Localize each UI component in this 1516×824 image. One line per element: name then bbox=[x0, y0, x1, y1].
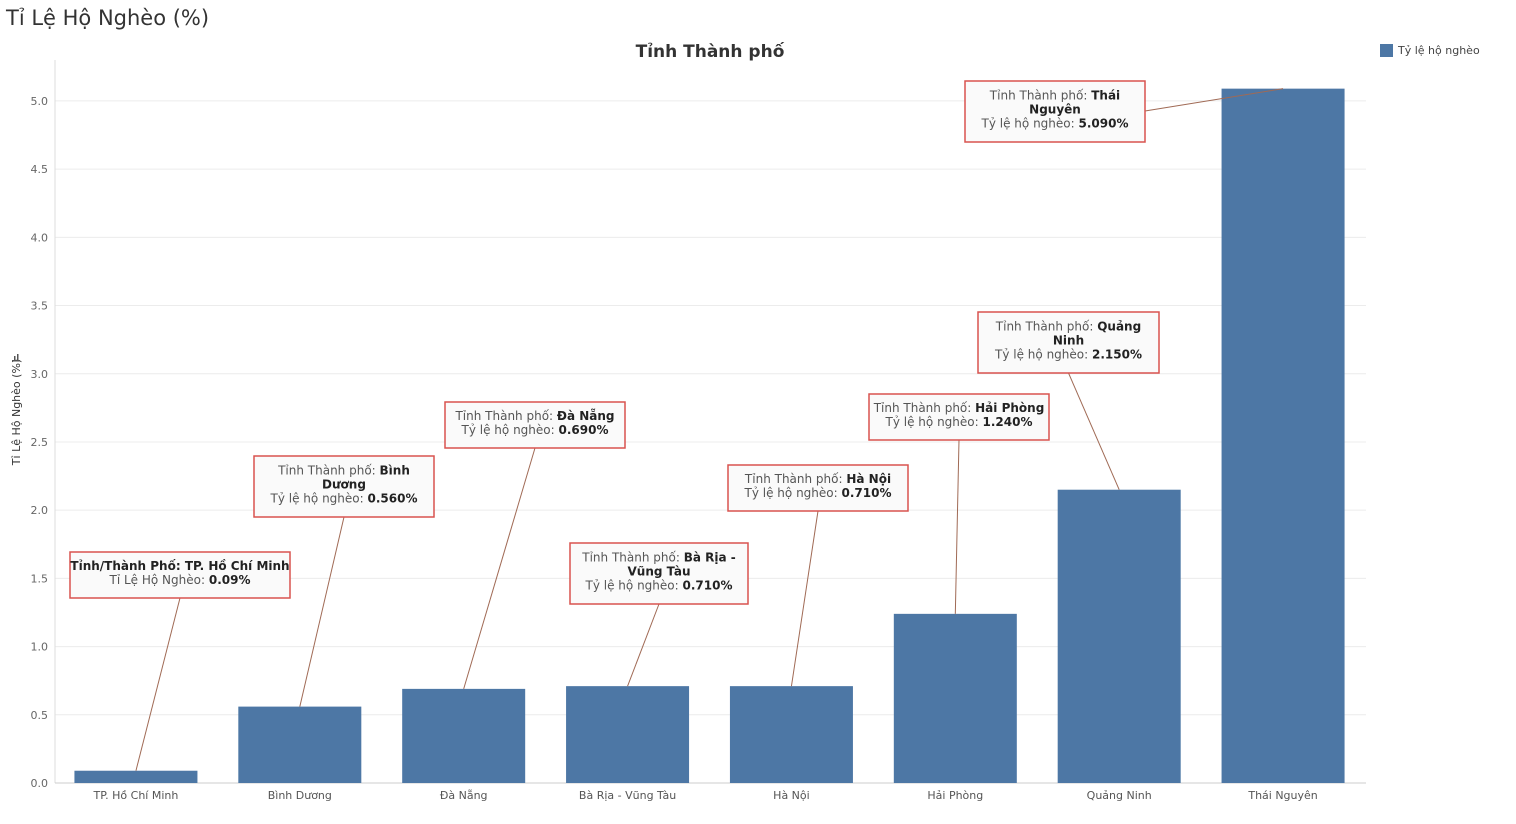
legend-label: Tỷ lệ hộ nghèo bbox=[1397, 44, 1480, 57]
chart-title: Tỉnh Thành phố bbox=[636, 41, 785, 62]
annotation-frame bbox=[977, 311, 1160, 374]
x-tick-label: Thái Nguyên bbox=[1247, 789, 1317, 802]
annotation-frame bbox=[444, 401, 626, 449]
annotation-frame bbox=[727, 464, 909, 512]
annotation-line: Tỉnh Thành phố: Bà Rịa - bbox=[581, 551, 735, 565]
annotation-leader bbox=[790, 510, 819, 687]
annotation-line: Tỉ Lệ Hộ Nghèo: 0.09% bbox=[109, 573, 251, 587]
y-tick-label: 1.0 bbox=[31, 641, 49, 654]
y-tick-label: 3.5 bbox=[31, 300, 49, 313]
annotation-line: Tỉnh/Thành Phố: TP. Hồ Chí Minh bbox=[70, 559, 289, 573]
x-tick-label: Đà Nẵng bbox=[440, 789, 488, 802]
annotation-line: Tỷ lệ hộ nghèo: 0.560% bbox=[270, 492, 418, 506]
y-axis-label: Tỉ Lệ Hộ Nghèo (%) bbox=[10, 359, 23, 466]
annotation-line: Tỉnh Thành phố: Thái bbox=[989, 89, 1120, 103]
bar bbox=[566, 686, 690, 783]
bar bbox=[1057, 489, 1181, 783]
annotation-leader bbox=[1144, 88, 1284, 112]
y-tick-label: 1.5 bbox=[31, 572, 49, 585]
annotation-line: Tỉnh Thành phố: Hải Phòng bbox=[873, 401, 1045, 415]
annotation-line: Tỷ lệ hộ nghèo: 0.710% bbox=[744, 486, 892, 500]
annotation-line: Tỉnh Thành phố: Bình bbox=[277, 464, 410, 478]
annotation-leader bbox=[627, 603, 660, 687]
annotation-line: Tỷ lệ hộ nghèo: 0.690% bbox=[461, 423, 609, 437]
y-tick-label: 2.5 bbox=[31, 436, 49, 449]
annotation-line: Tỉnh Thành phố: Quảng bbox=[995, 320, 1141, 334]
legend-swatch bbox=[1380, 44, 1393, 57]
annotation-line: Dương bbox=[322, 478, 366, 492]
x-tick-label: Quảng Ninh bbox=[1087, 789, 1152, 802]
annotation-leader bbox=[1068, 372, 1120, 490]
annotation-line: Nguyên bbox=[1029, 103, 1081, 117]
y-tick-label: 2.0 bbox=[31, 504, 49, 517]
y-tick-label: 0.0 bbox=[31, 777, 49, 790]
y-tick-label: 3.0 bbox=[31, 368, 49, 381]
annotation-leader bbox=[463, 447, 536, 690]
bar bbox=[238, 706, 362, 783]
annotation-line: Tỷ lệ hộ nghèo: 2.150% bbox=[994, 348, 1142, 362]
y-tick-label: 4.0 bbox=[31, 231, 49, 244]
y-tick-label: 4.5 bbox=[31, 163, 49, 176]
annotation-line: Tỉnh Thành phố: Đà Nẵng bbox=[454, 409, 614, 423]
bar bbox=[729, 686, 853, 783]
x-tick-label: TP. Hồ Chí Minh bbox=[93, 789, 179, 802]
annotation-line: Tỷ lệ hộ nghèo: 1.240% bbox=[885, 415, 1033, 429]
bar bbox=[893, 613, 1017, 783]
y-tick-label: 0.5 bbox=[31, 709, 49, 722]
annotation-frame bbox=[69, 551, 291, 599]
annotation-line: Tỷ lệ hộ nghèo: 0.710% bbox=[585, 579, 733, 593]
bar bbox=[1221, 88, 1345, 784]
bar bbox=[74, 770, 198, 783]
bar bbox=[402, 688, 526, 783]
annotation-frame bbox=[964, 80, 1146, 143]
sort-icon bbox=[12, 354, 20, 362]
annotation-frame bbox=[868, 393, 1050, 441]
x-tick-label: Hà Nội bbox=[773, 789, 810, 802]
x-tick-label: Hải Phòng bbox=[927, 789, 983, 802]
annotation-frame bbox=[253, 455, 435, 518]
y-tick-label: 5.0 bbox=[31, 95, 49, 108]
annotation-frame bbox=[569, 542, 749, 605]
annotation-line: Ninh bbox=[1053, 334, 1084, 348]
annotation-leader bbox=[135, 597, 181, 771]
annotation-leader bbox=[299, 516, 345, 707]
annotation-leader bbox=[954, 439, 960, 614]
annotation-line: Tỉnh Thành phố: Hà Nội bbox=[744, 472, 891, 486]
annotation-line: Tỷ lệ hộ nghèo: 5.090% bbox=[981, 117, 1129, 131]
annotation-line: Vũng Tàu bbox=[627, 565, 690, 579]
x-tick-label: Bà Rịa - Vũng Tàu bbox=[579, 789, 676, 802]
x-tick-label: Bình Dương bbox=[268, 789, 332, 802]
page-title: Tỉ Lệ Hộ Nghèo (%) bbox=[6, 6, 210, 30]
